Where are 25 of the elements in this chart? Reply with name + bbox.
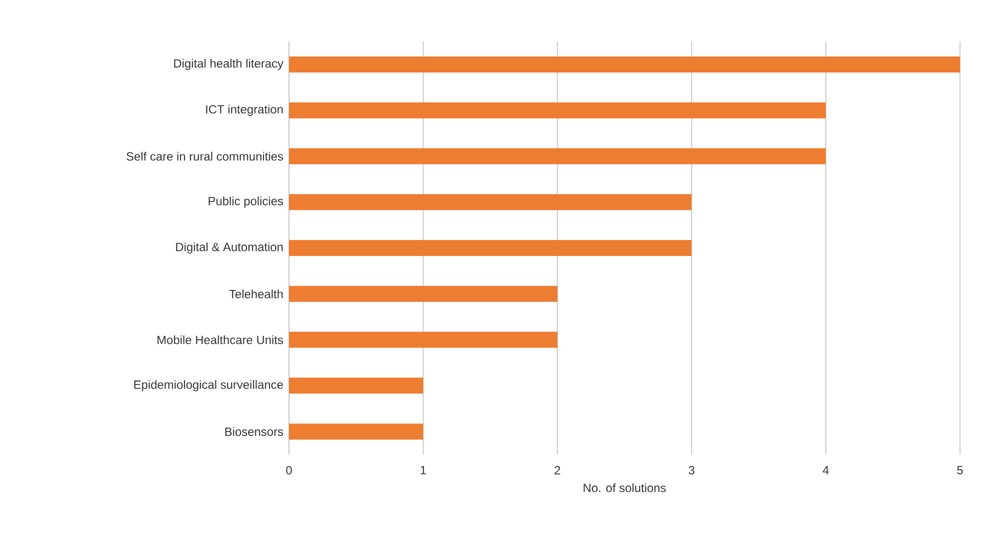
bar [289,424,424,440]
x-tick-label: 0 [286,466,292,474]
y-tick-label: Telehealth [229,290,283,298]
y-tick-label: Mobile Healthcare Units [158,335,284,344]
x-tick-label: 2 [554,466,560,474]
y-tick-label: Digital health literacy [174,58,284,70]
bar [289,148,826,164]
x-tick-label: 3 [688,466,694,474]
bar [289,194,692,210]
y-tick-label: Public policies [208,196,284,208]
bar [289,56,960,72]
y-tick-label: Biosensors [225,427,284,436]
y-tick-label: Digital & Automation [176,242,283,254]
x-tick-label: 5 [957,466,963,474]
y-tick-label: ICT integration [206,104,283,116]
x-tick-label: 1 [420,466,426,474]
bar [289,240,692,256]
bar [289,332,558,348]
y-tick-label: Epidemiological surveillance [134,380,283,392]
x-axis-title: No. of solutions [584,483,666,492]
bar [289,378,424,394]
bar [289,286,558,302]
y-tick-label: Self care in rural communities [126,152,284,161]
x-tick-label: 4 [822,466,829,474]
bar [289,102,826,118]
